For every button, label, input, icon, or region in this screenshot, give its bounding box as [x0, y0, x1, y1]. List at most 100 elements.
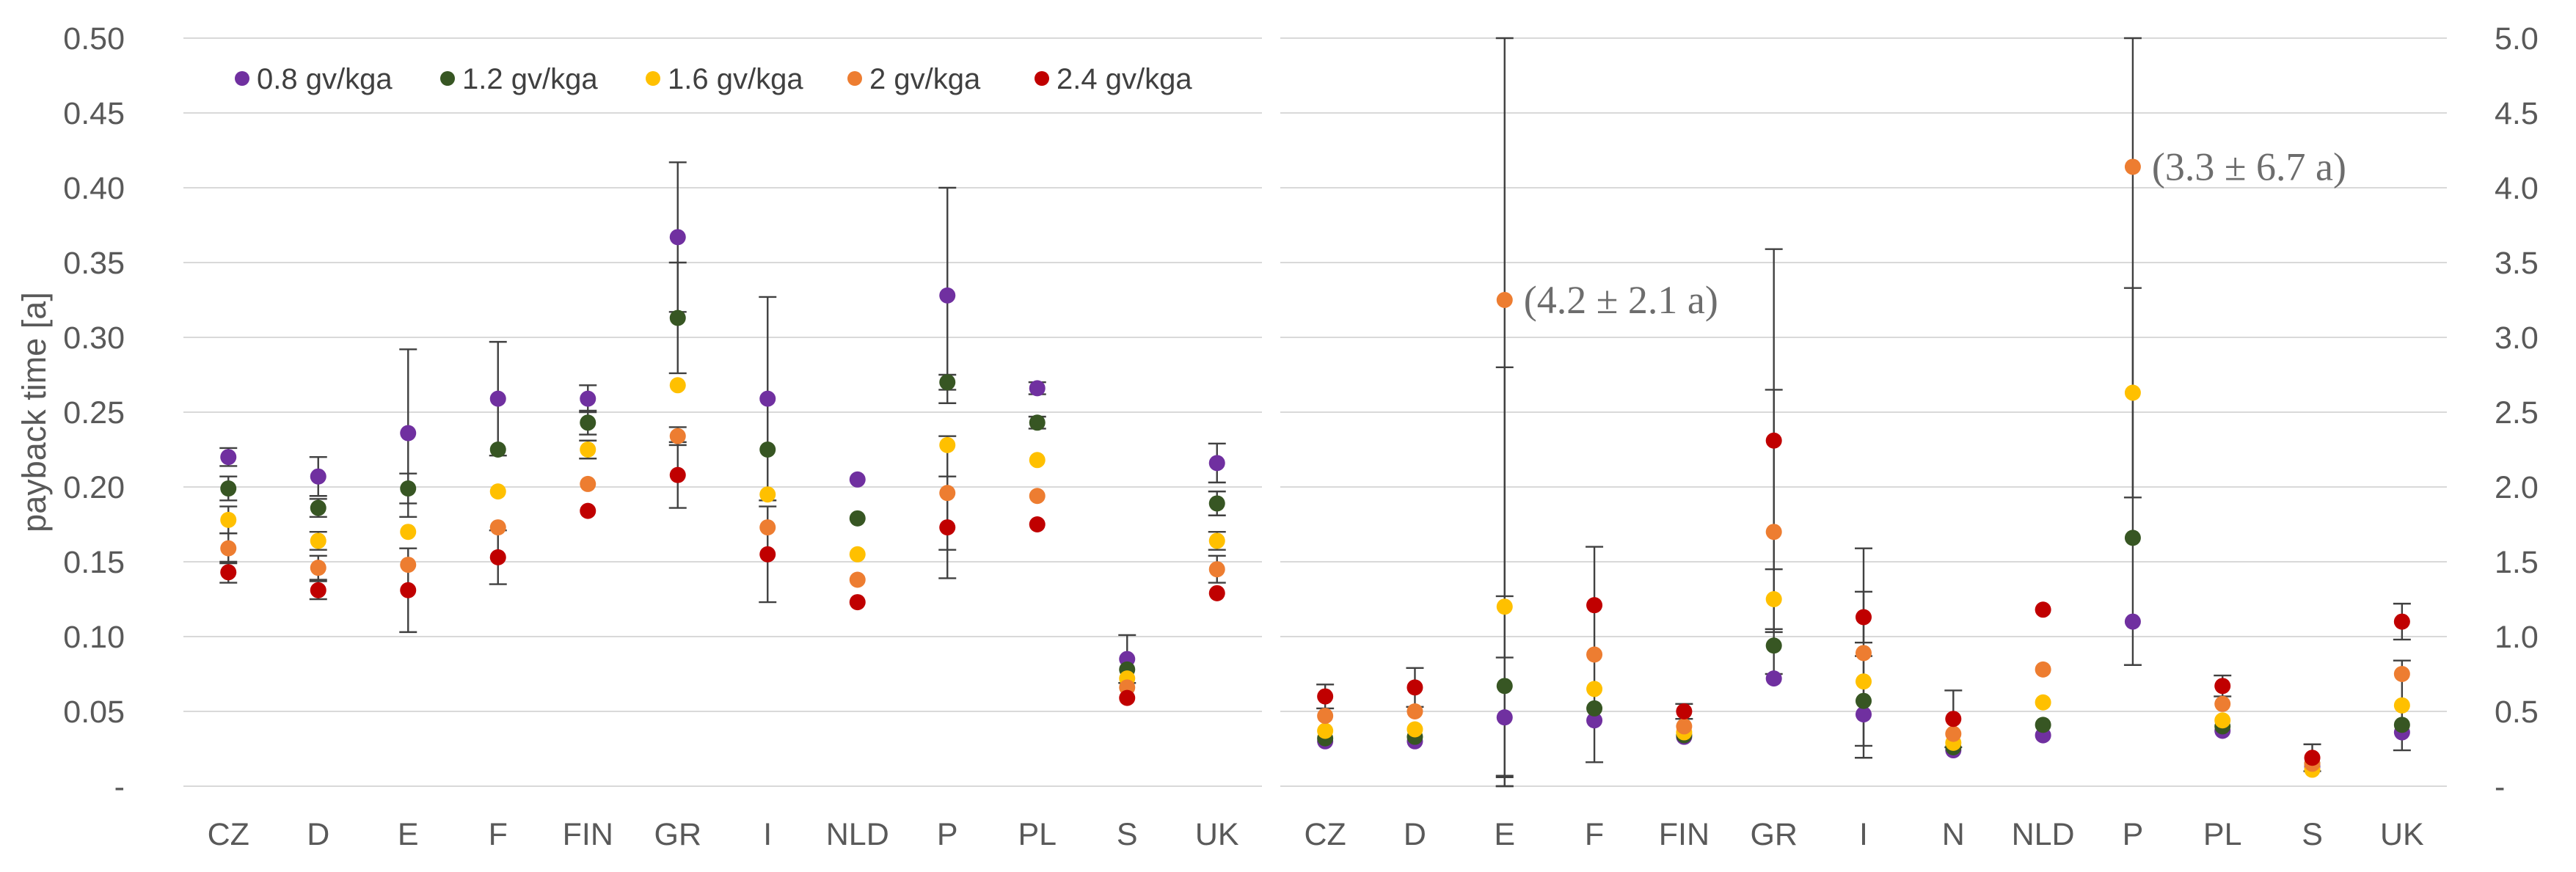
- right-y-tick-label: 2.5: [2495, 395, 2539, 430]
- right-point-0-8-gv-kga-f: [1586, 712, 1603, 729]
- right-point-2-gv-kga-nld: [2035, 661, 2051, 678]
- right-y-tick-label: 0.5: [2495, 695, 2539, 730]
- left-point-0-8-gv-kga-e: [400, 425, 417, 442]
- left-y-tick-label: 0.45: [63, 96, 125, 131]
- right-point-2-gv-kga-n: [1945, 725, 1962, 742]
- right-point-1-6-gv-kga-f: [1586, 681, 1603, 697]
- left-point-2-4-gv-kga-pl: [1029, 516, 1046, 532]
- left-y-tick-label: 0.05: [63, 695, 125, 730]
- left-x-tick-cz: CZ: [208, 817, 249, 852]
- left-point-1-6-gv-kga-e: [400, 524, 417, 541]
- right-y-tick-label: 4.0: [2495, 171, 2539, 206]
- right-point-1-6-gv-kga-nld: [2035, 694, 2051, 711]
- right-point-0-8-gv-kga-e: [1496, 709, 1513, 726]
- right-error-bar-2-gv-kga-p: [2123, 37, 2142, 666]
- legend-marker-2-4-gv-kga: [1035, 71, 1049, 86]
- left-point-1-2-gv-kga-nld: [849, 510, 866, 527]
- left-y-tick-label: 0.10: [63, 620, 125, 655]
- right-point-1-6-gv-kga-uk: [2393, 697, 2410, 714]
- legend-label-0-8-gv-kga: 0.8 gv/kga: [257, 63, 393, 95]
- left-point-2-gv-kga-e: [400, 557, 417, 574]
- right-point-2-gv-kga-uk: [2393, 666, 2410, 682]
- legend-marker-0-8-gv-kga: [235, 71, 249, 86]
- left-point-2-gv-kga-cz: [220, 540, 237, 557]
- left-y-tick-label: 0.20: [63, 470, 125, 505]
- right-x-tick-s: S: [2302, 817, 2323, 852]
- right-point-2-4-gv-kga-d: [1406, 679, 1423, 696]
- right-point-1-6-gv-kga-i: [1856, 673, 1872, 690]
- left-point-0-8-gv-kga-nld: [849, 471, 866, 488]
- right-point-2-4-gv-kga-pl: [2214, 678, 2231, 695]
- left-point-1-2-gv-kga-pl: [1029, 414, 1046, 431]
- left-y-tick-label: 0.15: [63, 545, 125, 580]
- left-x-tick-fin: FIN: [563, 817, 613, 852]
- right-y-tick-label: -: [2495, 769, 2505, 805]
- left-point-2-4-gv-kga-p: [939, 519, 956, 536]
- left-point-2-4-gv-kga-i: [759, 546, 776, 563]
- right-y-tick-label: 2.0: [2495, 470, 2539, 505]
- legend-label-2-gv-kga: 2 gv/kga: [869, 63, 981, 95]
- right-point-2-gv-kga-f: [1586, 646, 1603, 663]
- right-x-tick-n: N: [1942, 817, 1965, 852]
- legend-label-2-4-gv-kga: 2.4 gv/kga: [1057, 63, 1192, 95]
- right-point-1-2-gv-kga-uk: [2393, 717, 2410, 733]
- left-y-tick-label: 0.25: [63, 395, 125, 430]
- right-point-1-6-gv-kga-gr: [1765, 591, 1782, 607]
- left-point-1-2-gv-kga-f: [489, 442, 506, 458]
- left-point-2-4-gv-kga-s: [1119, 689, 1136, 706]
- left-point-1-6-gv-kga-f: [489, 483, 506, 500]
- right-point-2-gv-kga-gr: [1765, 524, 1782, 541]
- left-point-0-8-gv-kga-uk: [1208, 455, 1225, 472]
- left-point-2-4-gv-kga-gr: [669, 466, 686, 483]
- right-error-bar-2-gv-kga-e: [1495, 37, 1514, 788]
- left-x-tick-nld: NLD: [826, 817, 889, 852]
- left-point-2-gv-kga-d: [310, 560, 326, 576]
- left-point-0-8-gv-kga-d: [310, 468, 326, 485]
- legend-label-1-6-gv-kga: 1.6 gv/kga: [668, 63, 803, 95]
- legend-marker-1-2-gv-kga: [440, 71, 455, 86]
- right-x-tick-p: P: [2123, 817, 2144, 852]
- left-x-tick-uk: UK: [1195, 817, 1239, 852]
- left-y-tick-label: 0.40: [63, 171, 125, 206]
- left-x-tick-s: S: [1117, 817, 1138, 852]
- left-point-1-2-gv-kga-i: [759, 442, 776, 458]
- right-x-tick-gr: GR: [1750, 817, 1798, 852]
- left-point-2-4-gv-kga-d: [310, 582, 326, 598]
- right-x-tick-e: E: [1494, 817, 1515, 852]
- left-point-2-gv-kga-nld: [849, 571, 866, 588]
- left-point-1-6-gv-kga-fin: [580, 442, 596, 458]
- left-point-1-6-gv-kga-nld: [849, 546, 866, 563]
- left-y-axis-title: payback time [a]: [15, 292, 53, 532]
- left-point-2-gv-kga-fin: [580, 475, 596, 492]
- left-point-2-4-gv-kga-e: [400, 582, 417, 598]
- left-point-2-4-gv-kga-nld: [849, 594, 866, 611]
- left-point-1-6-gv-kga-i: [759, 486, 776, 503]
- left-point-1-2-gv-kga-e: [400, 480, 417, 497]
- left-y-tick-label: 0.35: [63, 246, 125, 281]
- left-y-tick-label: 0.30: [63, 320, 125, 356]
- left-point-2-gv-kga-f: [489, 519, 506, 536]
- right-y-tick-label: 3.5: [2495, 246, 2539, 281]
- left-point-0-8-gv-kga-fin: [580, 390, 596, 407]
- right-point-2-4-gv-kga-uk: [2393, 613, 2410, 630]
- right-x-tick-f: F: [1585, 817, 1604, 852]
- right-point-1-2-gv-kga-nld: [2035, 717, 2051, 733]
- right-y-tick-label: 3.0: [2495, 320, 2539, 356]
- right-point-2-gv-kga-fin: [1676, 718, 1693, 735]
- left-point-0-8-gv-kga-pl: [1029, 380, 1046, 397]
- left-x-tick-i: I: [763, 817, 772, 852]
- right-x-tick-uk: UK: [2380, 817, 2424, 852]
- left-x-tick-f: F: [489, 817, 508, 852]
- left-point-1-2-gv-kga-fin: [580, 414, 596, 431]
- left-y-tick-label: -: [114, 769, 125, 805]
- left-point-1-2-gv-kga-gr: [669, 309, 686, 326]
- right-point-2-4-gv-kga-s: [2304, 750, 2321, 766]
- right-point-0-8-gv-kga-p: [2124, 613, 2141, 630]
- right-point-1-6-gv-kga-e: [1496, 598, 1513, 615]
- left-point-1-6-gv-kga-d: [310, 532, 326, 549]
- legend-marker-2-gv-kga: [847, 71, 862, 86]
- right-annotation-p: (3.3 ± 6.7 a): [2152, 144, 2346, 188]
- left-x-tick-d: D: [307, 817, 329, 852]
